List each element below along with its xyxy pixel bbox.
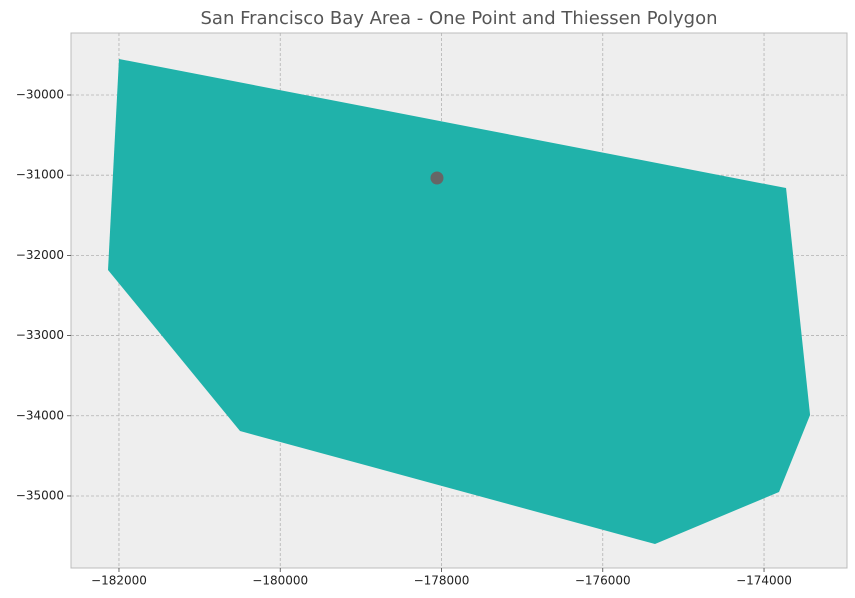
y-tick-label: −30000 [16, 87, 64, 101]
y-tick-label: −35000 [16, 488, 64, 502]
x-tick-label: −180000 [252, 574, 308, 588]
x-tick-label: −178000 [414, 574, 470, 588]
y-tick-label: −34000 [16, 408, 64, 422]
x-tick-label: −182000 [91, 574, 147, 588]
y-tick-label: −32000 [16, 248, 64, 262]
x-tick-label: −176000 [575, 574, 631, 588]
chart-title: San Francisco Bay Area - One Point and T… [200, 8, 717, 29]
y-tick-label: −31000 [16, 168, 64, 182]
x-tick-label: −174000 [736, 574, 792, 588]
point [430, 171, 444, 185]
thiessen-polygon [108, 58, 811, 545]
y-tick-label: −33000 [16, 328, 64, 342]
